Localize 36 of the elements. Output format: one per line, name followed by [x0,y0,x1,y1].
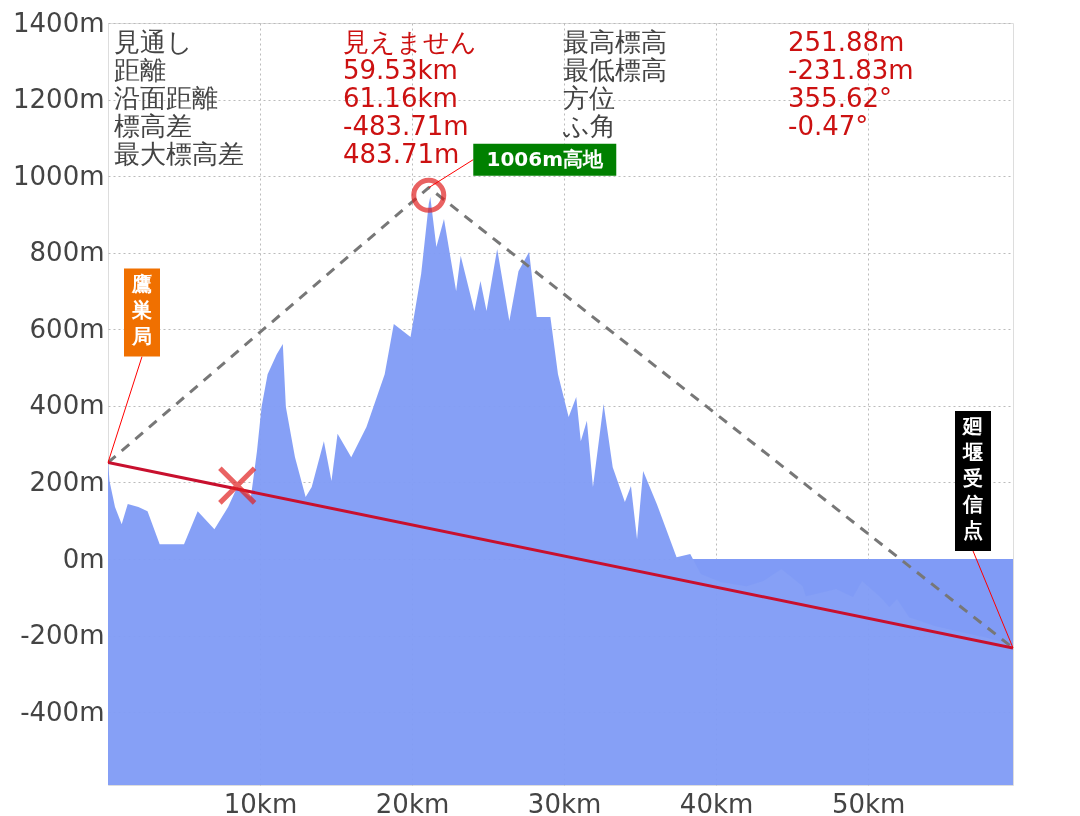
annotation: 沿面距離 [114,83,218,113]
annotation: 最低標高 [563,55,667,85]
annotation: 61.16km [343,83,458,113]
x-tick-label: 40km [679,788,754,816]
annotation: 483.71m [343,139,460,169]
annotation: 59.53km [343,55,458,85]
y-tick-label: 0m [62,543,105,574]
y-tick-label: -200m [20,620,105,651]
annotation: 標高差 [114,111,192,141]
x-tick-label: 10km [223,788,298,816]
annotation: 鷹巣局 [131,271,152,348]
annotation: 355.62° [788,83,892,113]
annotation: 251.88m [788,27,905,57]
y-tick-label: -400m [20,696,105,727]
x-tick-label: 20km [375,788,450,816]
x-tick-label: 30km [527,788,602,816]
annotation: 最大標高差 [114,139,244,169]
annotation: 見通し [114,27,193,57]
annotation: ふ角 [562,111,616,141]
y-tick-label: 400m [29,390,105,421]
annotation: -0.47° [788,111,869,141]
annotation: 最高標高 [563,27,667,57]
annotation: 距離 [114,55,166,85]
x-tick-label: 50km [831,788,906,816]
y-tick-label: 200m [29,467,105,497]
annotation: 1006m高地 [486,146,605,171]
y-tick-label: 1400m [13,7,105,38]
y-tick-label: 600m [29,313,105,344]
y-tick-label: 1200m [13,84,105,115]
annotation: -483.71m [343,111,469,141]
annotation: -231.83m [788,55,914,85]
annotation: 廻堰受信点 [961,413,983,542]
y-tick-label: 1000m [13,160,105,191]
annotation: 方位 [563,83,615,113]
annotation: 見えません [343,27,477,57]
y-tick-label: 800m [29,237,105,268]
